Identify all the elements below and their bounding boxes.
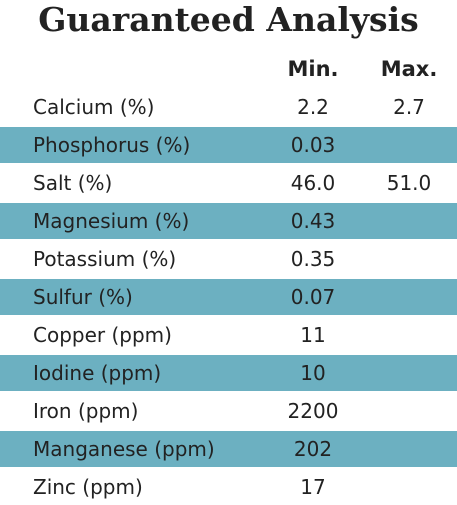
table-row: Magnesium (%) 0.43	[0, 203, 457, 239]
column-header: Max.	[380, 57, 438, 81]
nutrient-value: 0.35	[290, 247, 336, 271]
nutrient-value: 2.2	[297, 95, 329, 119]
nutrient-value: 202	[293, 437, 333, 461]
nutrient-value: 0.43	[290, 209, 336, 233]
table-row: Potassium (%) 0.35	[0, 241, 457, 277]
table-row: Calcium (%) 2.2 2.7	[0, 89, 457, 125]
nutrient-name: Magnesium (%)	[33, 209, 190, 233]
nutrient-name: Manganese (ppm)	[33, 437, 215, 461]
nutrient-name: Phosphorus (%)	[33, 133, 191, 157]
nutrient-value: 2200	[287, 399, 339, 423]
table-row: Phosphorus (%) 0.03	[0, 127, 457, 163]
table-row: Sulfur (%) 0.07	[0, 279, 457, 315]
nutrient-name: Potassium (%)	[33, 247, 177, 271]
nutrient-value: 46.0	[290, 171, 336, 195]
nutrient-value: 51.0	[386, 171, 432, 195]
nutrient-name: Copper (ppm)	[33, 323, 172, 347]
nutrient-value: 10	[300, 361, 326, 385]
table-row: Salt (%) 46.0 51.0	[0, 165, 457, 201]
nutrient-value: 0.03	[290, 133, 336, 157]
nutrient-value: 0.07	[290, 285, 336, 309]
nutrient-name: Salt (%)	[33, 171, 113, 195]
nutrient-name: Iodine (ppm)	[33, 361, 162, 385]
table-row: Zinc (ppm) 17	[0, 469, 457, 505]
nutrient-value: 11	[300, 323, 326, 347]
nutrient-value: 2.7	[393, 95, 425, 119]
table-row: Iodine (ppm) 10	[0, 355, 457, 391]
nutrient-name: Calcium (%)	[33, 95, 155, 119]
nutrient-value: 17	[300, 475, 326, 499]
nutrient-name: Zinc (ppm)	[33, 475, 143, 499]
table-row: Copper (ppm) 11	[0, 317, 457, 353]
title: Guaranteed Analysis	[38, 0, 419, 39]
column-header: Min.	[287, 57, 339, 81]
table-row: Iron (ppm) 2200	[0, 393, 457, 429]
nutrient-name: Iron (ppm)	[33, 399, 139, 423]
table-row: Manganese (ppm) 202	[0, 431, 457, 467]
nutrient-name: Sulfur (%)	[33, 285, 133, 309]
